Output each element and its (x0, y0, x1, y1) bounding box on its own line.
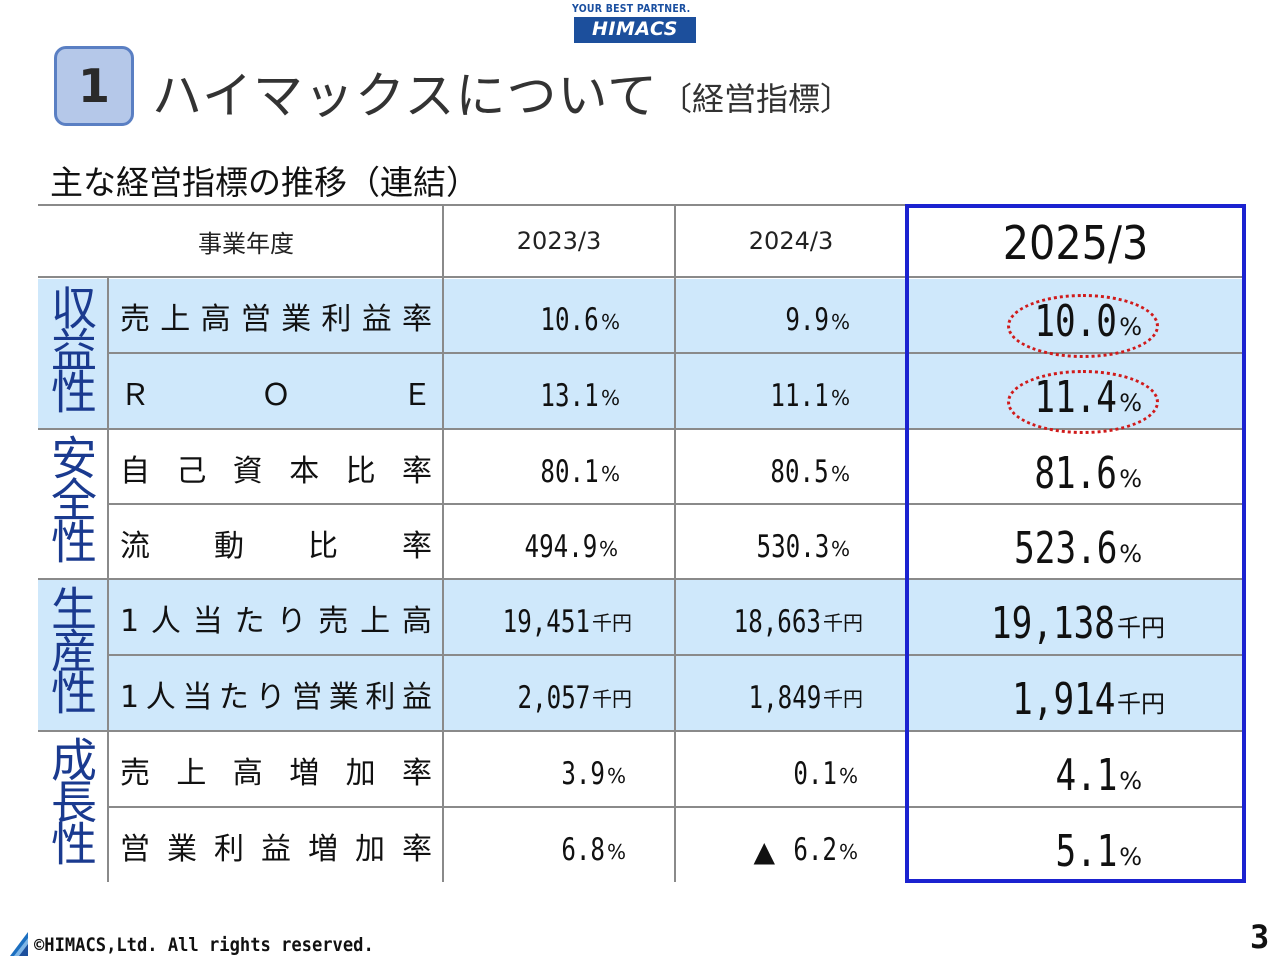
header-year-2023: 2023/3 (516, 227, 602, 255)
value-2023-profit-growth: 6.8% (561, 832, 626, 868)
himacs-logo: YOUR BEST PARTNER. HIMACS (572, 2, 698, 44)
table-line (108, 806, 1245, 808)
table-line (108, 654, 1245, 656)
himacs-mark-icon (10, 932, 28, 956)
page-title: ハイマックスについて (152, 67, 658, 125)
table-line (38, 578, 1245, 580)
category-profitability: 収益性 (38, 284, 104, 434)
value-2023-operating-margin: 10.6% (540, 302, 620, 338)
header-year-2024: 2024/3 (748, 227, 834, 255)
value-2024-sales-growth: 0.1% (793, 756, 858, 792)
category-label: 成長性 (44, 736, 98, 862)
section-number: 1 (77, 59, 110, 113)
category-safety: 安全性 (38, 434, 104, 584)
table-line (108, 352, 1245, 354)
row-label-profit-per-person: 1人当たり営業利益 (120, 680, 432, 715)
value-2025-profit-growth: 5.1% (1055, 826, 1142, 877)
section-number-badge: 1 (54, 46, 134, 126)
row-label-equity-ratio: 自己資本比率 (120, 454, 432, 489)
value-2023-current-ratio: 494.9% (524, 529, 618, 565)
row-label-sales-growth: 売上高増加率 (120, 756, 432, 791)
value-2024-operating-margin: 9.9% (785, 302, 850, 338)
value-2024-profit-growth: ▲ 6.2% (753, 832, 858, 868)
value-2023-profit-per-person: 2,057 千円 (517, 680, 632, 716)
value-2024-roe: 11.1% (770, 378, 850, 414)
row-label-sales-per-person: 1人当たり売上高 (120, 604, 432, 639)
header-year-2025: 2025/3 (1002, 216, 1149, 270)
value-2024-equity-ratio: 80.5% (770, 454, 850, 490)
category-label: 安全性 (44, 434, 98, 560)
value-2025-current-ratio: 523.6% (1013, 523, 1142, 574)
category-growth: 成長性 (38, 736, 104, 886)
value-2024-profit-per-person: 1,849 千円 (748, 680, 863, 716)
section-subtitle: 主な経営指標の推移（連結） (50, 163, 479, 202)
negative-triangle-icon: ▲ (753, 835, 775, 868)
row-label-operating-margin: 売上高営業利益率 (120, 302, 432, 337)
table-line (38, 428, 1245, 430)
value-2023-equity-ratio: 80.1% (540, 454, 620, 490)
row-label-profit-growth: 営業利益増加率 (120, 832, 432, 867)
table-line (38, 730, 1245, 732)
table-line (107, 278, 109, 882)
table-line (38, 276, 1245, 278)
table-line (108, 503, 1245, 505)
page-number: 3 (1250, 918, 1270, 956)
header-fiscal-year: 事業年度 (198, 229, 294, 258)
highlight-oval-roe (1007, 370, 1159, 434)
value-2023-roe: 13.1% (540, 378, 620, 414)
value-2025-equity-ratio: 81.6% (1034, 448, 1142, 499)
row-label-roe: ＲＯＥ (120, 378, 432, 413)
current-year-frame (905, 204, 1246, 883)
category-productivity: 生産性 (38, 585, 104, 735)
highlight-oval-operating-margin (1007, 294, 1159, 358)
page-title-sub: 〔経営指標〕 (660, 80, 853, 118)
table-line (442, 204, 444, 882)
value-2023-sales-per-person: 19,451 千円 (502, 604, 632, 640)
table-line (38, 204, 1245, 206)
value-2025-sales-growth: 4.1% (1055, 750, 1142, 801)
logo-tagline: YOUR BEST PARTNER. (572, 2, 691, 15)
value-2025-sales-per-person: 19,138 千円 (991, 598, 1165, 649)
value-2023-sales-growth: 3.9% (561, 756, 626, 792)
table-line (674, 204, 676, 882)
category-label: 収益性 (44, 284, 98, 410)
category-label: 生産性 (44, 585, 98, 711)
row-label-current-ratio: 流動比率 (120, 529, 432, 564)
logo-brand: HIMACS (592, 18, 678, 40)
logo-box: HIMACS (574, 17, 696, 43)
value-2024-current-ratio: 530.3% (756, 529, 850, 565)
copyright: ©HIMACS,Ltd. All rights reserved. (34, 934, 374, 956)
value-2024-sales-per-person: 18,663 千円 (733, 604, 863, 640)
value-2025-profit-per-person: 1,914 千円 (1011, 674, 1165, 725)
